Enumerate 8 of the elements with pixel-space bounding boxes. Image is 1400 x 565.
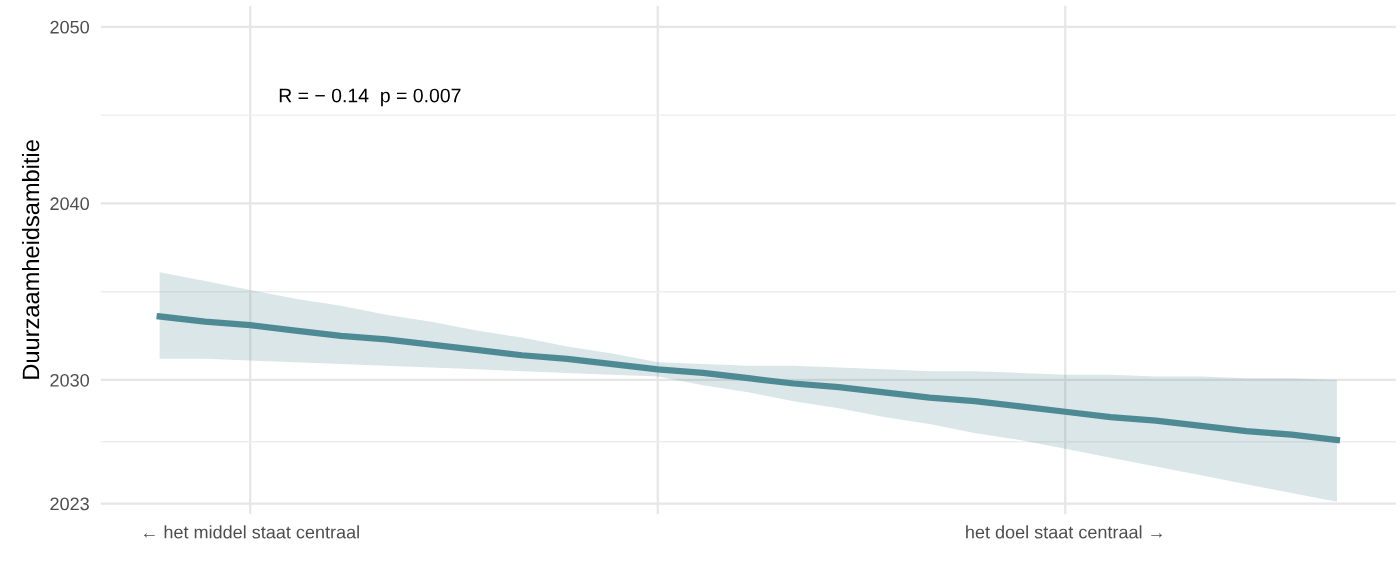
y-axis-title: Duurzaamheidsambitie: [21, 140, 40, 379]
y-tick-label: 2050: [50, 20, 89, 34]
y-tick-label: 2023: [50, 497, 89, 511]
annotation: R = − 0.14 p = 0.007: [279, 88, 461, 107]
y-tick-label: 2030: [50, 373, 89, 387]
y-tick-label: 2040: [50, 197, 89, 211]
x-tick-label: het doel staat centraal →: [966, 525, 1162, 539]
x-tick-label: ← het middel staat centraal: [144, 525, 359, 539]
